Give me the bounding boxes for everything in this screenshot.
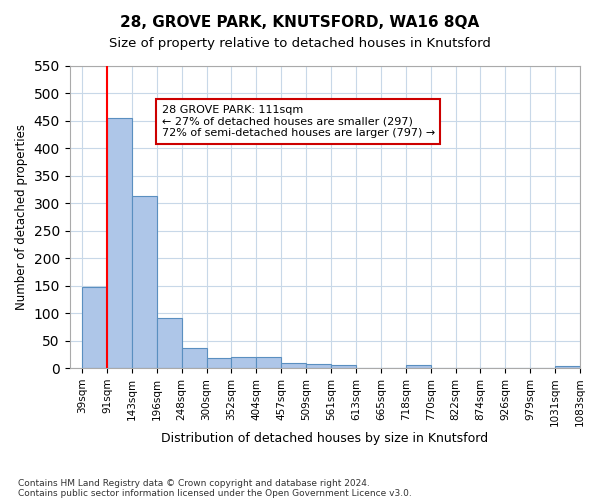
Bar [82, 286, 107, 368]
Bar [182, 348, 206, 368]
Bar [107, 118, 132, 368]
Bar [256, 357, 281, 368]
X-axis label: Distribution of detached houses by size in Knutsford: Distribution of detached houses by size … [161, 432, 488, 445]
Text: 28, GROVE PARK, KNUTSFORD, WA16 8QA: 28, GROVE PARK, KNUTSFORD, WA16 8QA [121, 15, 479, 30]
Bar [232, 357, 256, 368]
Bar [555, 366, 580, 368]
Bar [157, 318, 182, 368]
Bar [132, 196, 157, 368]
Bar [281, 362, 306, 368]
Text: Contains HM Land Registry data © Crown copyright and database right 2024.: Contains HM Land Registry data © Crown c… [18, 478, 370, 488]
Text: Size of property relative to detached houses in Knutsford: Size of property relative to detached ho… [109, 38, 491, 51]
Bar [331, 366, 356, 368]
Text: 28 GROVE PARK: 111sqm
← 27% of detached houses are smaller (297)
72% of semi-det: 28 GROVE PARK: 111sqm ← 27% of detached … [161, 105, 435, 138]
Text: Contains public sector information licensed under the Open Government Licence v3: Contains public sector information licen… [18, 488, 412, 498]
Y-axis label: Number of detached properties: Number of detached properties [15, 124, 28, 310]
Bar [206, 358, 232, 368]
Bar [406, 366, 431, 368]
Bar [306, 364, 331, 368]
